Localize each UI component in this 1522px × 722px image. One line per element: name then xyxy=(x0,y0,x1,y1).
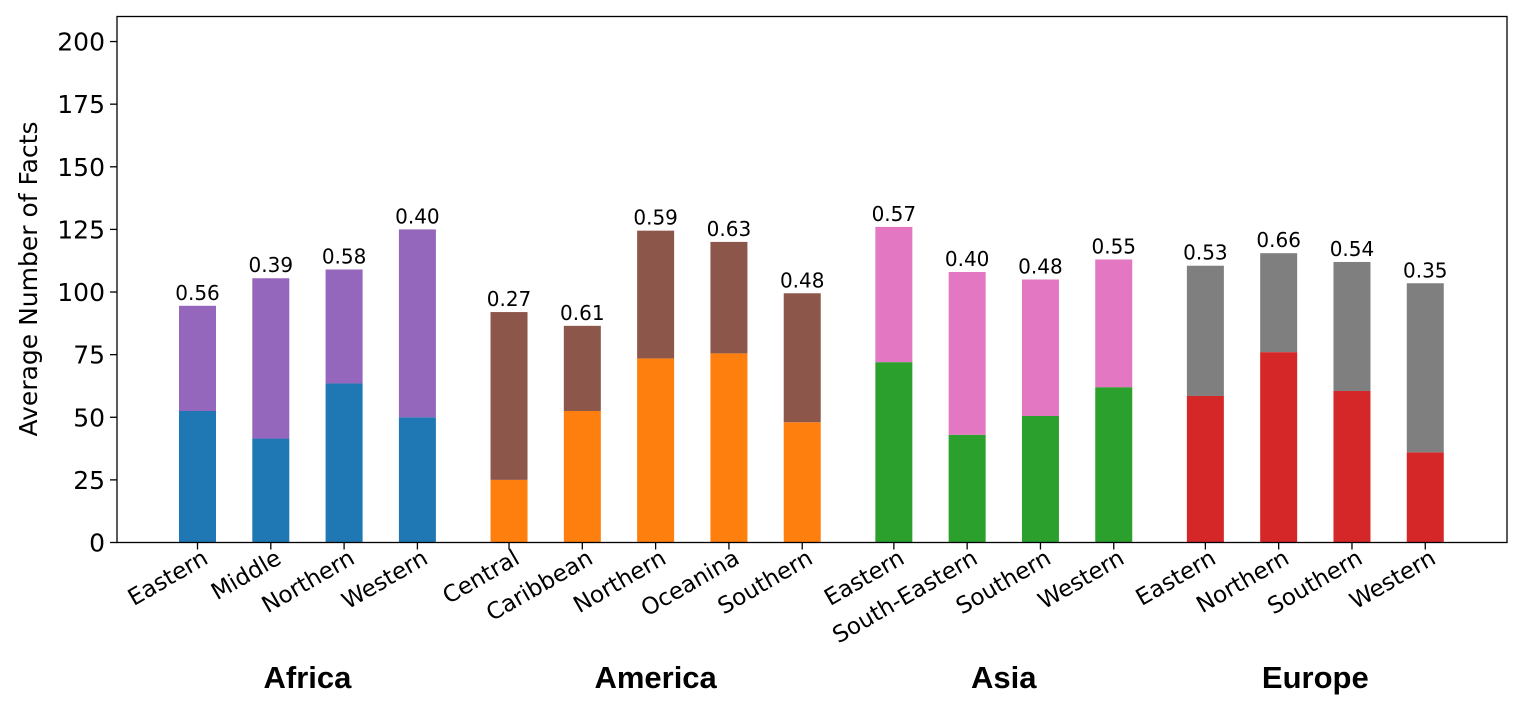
bar-top xyxy=(948,271,986,435)
y-tick-label: 150 xyxy=(57,153,105,182)
bar-base xyxy=(1406,452,1444,543)
bar-base xyxy=(710,353,748,543)
bar-value-label: 0.40 xyxy=(395,204,440,228)
bar-base xyxy=(875,362,913,543)
bar-base xyxy=(1021,416,1059,543)
bar-value-label: 0.54 xyxy=(1330,237,1375,261)
bar-top xyxy=(490,312,528,480)
bar-value-label: 0.57 xyxy=(872,202,917,226)
bar-value-label: 0.56 xyxy=(175,281,220,305)
bar-value-label: 0.63 xyxy=(707,217,752,241)
group-label: America xyxy=(594,660,717,695)
y-tick-label: 50 xyxy=(73,403,105,432)
bar-value-labels: 0.56 0.39 0.58 0.40 0.27 0.61 0.59 0.63 0.48 0.57… xyxy=(175,202,1447,325)
bar-value-label: 0.61 xyxy=(560,301,605,325)
bar-base xyxy=(490,479,528,543)
bar-top xyxy=(1186,265,1224,396)
y-tick-label: 0 xyxy=(89,529,105,558)
bar-base xyxy=(637,358,675,543)
bar-value-label: 0.48 xyxy=(780,268,825,292)
bar-base xyxy=(563,411,601,543)
bar-value-label: 0.53 xyxy=(1183,241,1228,265)
bar-value-label: 0.48 xyxy=(1018,255,1063,279)
y-tick-label: 75 xyxy=(73,341,105,370)
bar-base xyxy=(179,411,216,543)
y-tick-label: 100 xyxy=(57,278,105,307)
x-tick-label: Eastern xyxy=(124,545,213,611)
bars xyxy=(179,226,1444,543)
bar-base xyxy=(1333,390,1371,543)
y-tick-label: 125 xyxy=(57,215,105,244)
bar-base xyxy=(252,438,290,543)
bar-top xyxy=(710,241,748,354)
bar-top xyxy=(563,325,601,411)
bar-top xyxy=(398,229,436,418)
bar-top xyxy=(1021,279,1059,417)
bar-top xyxy=(637,230,675,359)
bar-base xyxy=(1095,387,1133,543)
bar-base xyxy=(325,383,363,543)
bar-base xyxy=(783,422,821,543)
group-label: Asia xyxy=(971,660,1037,695)
bar-value-label: 0.55 xyxy=(1091,234,1136,258)
group-labels: Africa America Asia Europe xyxy=(264,660,1369,695)
bar-value-label: 0.59 xyxy=(633,206,678,230)
bar-base xyxy=(1260,352,1298,543)
bar-value-label: 0.27 xyxy=(487,287,532,311)
bar-value-label: 0.58 xyxy=(322,244,367,268)
bar-value-label: 0.66 xyxy=(1256,228,1301,252)
bar-base xyxy=(1186,395,1224,543)
group-label: Africa xyxy=(264,660,353,695)
bar-base xyxy=(948,434,986,543)
bar-top xyxy=(325,269,363,384)
y-tick-label: 200 xyxy=(57,28,105,57)
bar-value-label: 0.40 xyxy=(945,247,990,271)
y-axis-label: Average Number of Facts xyxy=(14,121,43,436)
bar-value-label: 0.39 xyxy=(249,253,294,277)
y-tick-label: 175 xyxy=(57,90,105,119)
bar-top xyxy=(783,293,821,423)
bar-top xyxy=(179,305,216,411)
bar-top xyxy=(1406,283,1444,453)
bar-base xyxy=(398,417,436,543)
y-tick-label: 25 xyxy=(73,466,105,495)
bar-top xyxy=(1333,261,1371,391)
y-axis: 0 25 50 75 100 125 150 175 200 xyxy=(57,28,117,558)
plot-frame xyxy=(116,15,1508,544)
bar-top xyxy=(1095,259,1133,388)
bar-top xyxy=(1260,253,1298,353)
group-label: Europe xyxy=(1262,660,1369,695)
bar-value-label: 0.35 xyxy=(1403,258,1448,282)
bar-top xyxy=(875,226,913,363)
bar-top xyxy=(252,278,290,439)
